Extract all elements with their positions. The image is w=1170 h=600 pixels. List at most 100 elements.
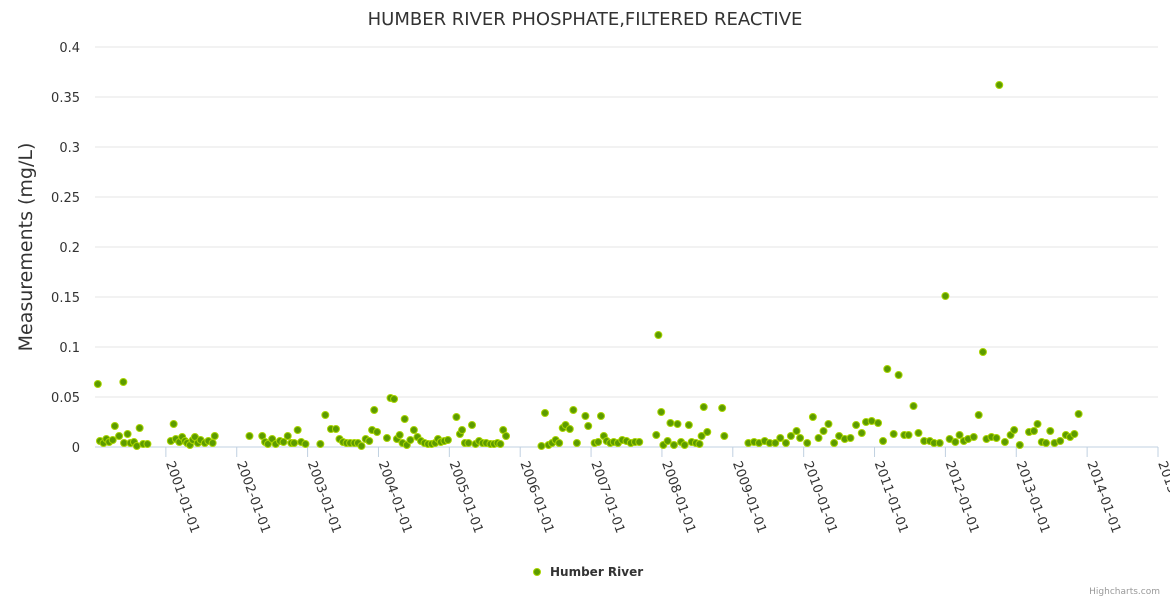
data-point[interactable] — [373, 428, 382, 436]
data-point[interactable] — [569, 406, 578, 414]
series-humber-river[interactable] — [93, 81, 1083, 450]
data-point[interactable] — [135, 424, 144, 432]
data-point[interactable] — [857, 429, 866, 437]
data-point[interactable] — [819, 427, 828, 435]
data-point[interactable] — [830, 439, 839, 447]
data-point[interactable] — [974, 411, 983, 419]
data-point[interactable] — [969, 433, 978, 441]
legend-marker[interactable] — [533, 568, 541, 576]
data-point[interactable] — [1046, 427, 1055, 435]
data-point[interactable] — [452, 413, 461, 421]
data-point[interactable] — [208, 439, 217, 447]
data-point[interactable] — [697, 432, 706, 440]
data-point[interactable] — [93, 380, 102, 388]
data-point[interactable] — [464, 439, 473, 447]
data-point[interactable] — [409, 426, 418, 434]
data-point[interactable] — [108, 436, 117, 444]
data-point[interactable] — [1000, 438, 1009, 446]
legend[interactable]: Humber River — [533, 565, 644, 579]
data-point[interactable] — [400, 415, 409, 423]
data-point[interactable] — [293, 426, 302, 434]
data-point[interactable] — [992, 434, 1001, 442]
data-point[interactable] — [718, 404, 727, 412]
data-point[interactable] — [720, 432, 729, 440]
data-point[interactable] — [803, 439, 812, 447]
data-point[interactable] — [1074, 410, 1083, 418]
data-point[interactable] — [852, 421, 861, 429]
data-point[interactable] — [263, 440, 272, 448]
data-point[interactable] — [458, 426, 467, 434]
data-point[interactable] — [978, 348, 987, 356]
data-point[interactable] — [874, 419, 883, 427]
data-point[interactable] — [321, 411, 330, 419]
data-point[interactable] — [879, 437, 888, 445]
credits-link[interactable]: Highcharts.com — [1089, 587, 1160, 597]
data-point[interactable] — [669, 441, 678, 449]
data-point[interactable] — [572, 439, 581, 447]
data-point[interactable] — [496, 440, 505, 448]
data-point[interactable] — [1042, 439, 1051, 447]
data-point[interactable] — [594, 438, 603, 446]
data-point[interactable] — [581, 412, 590, 420]
data-point[interactable] — [814, 434, 823, 442]
data-point[interactable] — [914, 429, 923, 437]
data-point[interactable] — [995, 81, 1004, 89]
data-point[interactable] — [808, 413, 817, 421]
data-point[interactable] — [210, 432, 219, 440]
data-point[interactable] — [119, 378, 128, 386]
data-point[interactable] — [110, 422, 119, 430]
data-point[interactable] — [565, 425, 574, 433]
data-point[interactable] — [776, 434, 785, 442]
data-point[interactable] — [390, 395, 399, 403]
data-point[interactable] — [889, 430, 898, 438]
data-point[interactable] — [115, 432, 124, 440]
data-point[interactable] — [365, 437, 374, 445]
data-point[interactable] — [502, 432, 511, 440]
data-point[interactable] — [663, 437, 672, 445]
data-point[interactable] — [290, 439, 299, 447]
data-point[interactable] — [370, 406, 379, 414]
data-point[interactable] — [169, 420, 178, 428]
data-point[interactable] — [1056, 437, 1065, 445]
data-point[interactable] — [123, 430, 132, 438]
data-point[interactable] — [680, 441, 689, 449]
data-point[interactable] — [395, 431, 404, 439]
data-point[interactable] — [695, 440, 704, 448]
data-point[interactable] — [786, 432, 795, 440]
data-point[interactable] — [596, 412, 605, 420]
data-point[interactable] — [635, 438, 644, 446]
data-point[interactable] — [301, 440, 310, 448]
data-point[interactable] — [1070, 430, 1079, 438]
data-point[interactable] — [703, 428, 712, 436]
data-point[interactable] — [537, 442, 546, 450]
data-point[interactable] — [904, 431, 913, 439]
data-point[interactable] — [935, 439, 944, 447]
data-point[interactable] — [654, 331, 663, 339]
data-point[interactable] — [555, 439, 564, 447]
data-point[interactable] — [699, 403, 708, 411]
data-point[interactable] — [406, 436, 415, 444]
data-point[interactable] — [143, 440, 152, 448]
data-point[interactable] — [279, 438, 288, 446]
data-point[interactable] — [1033, 420, 1042, 428]
data-point[interactable] — [781, 439, 790, 447]
data-point[interactable] — [951, 438, 960, 446]
data-point[interactable] — [941, 292, 950, 300]
data-point[interactable] — [666, 419, 675, 427]
data-point[interactable] — [796, 434, 805, 442]
data-point[interactable] — [1029, 427, 1038, 435]
data-point[interactable] — [357, 442, 366, 450]
data-point[interactable] — [909, 402, 918, 410]
data-point[interactable] — [584, 422, 593, 430]
data-point[interactable] — [331, 425, 340, 433]
data-point[interactable] — [443, 436, 452, 444]
data-point[interactable] — [883, 365, 892, 373]
data-point[interactable] — [283, 432, 292, 440]
data-point[interactable] — [792, 427, 801, 435]
data-point[interactable] — [541, 409, 550, 417]
data-point[interactable] — [771, 439, 780, 447]
data-point[interactable] — [657, 408, 666, 416]
legend-item-humber-river[interactable]: Humber River — [550, 565, 643, 579]
data-point[interactable] — [955, 431, 964, 439]
data-point[interactable] — [382, 434, 391, 442]
